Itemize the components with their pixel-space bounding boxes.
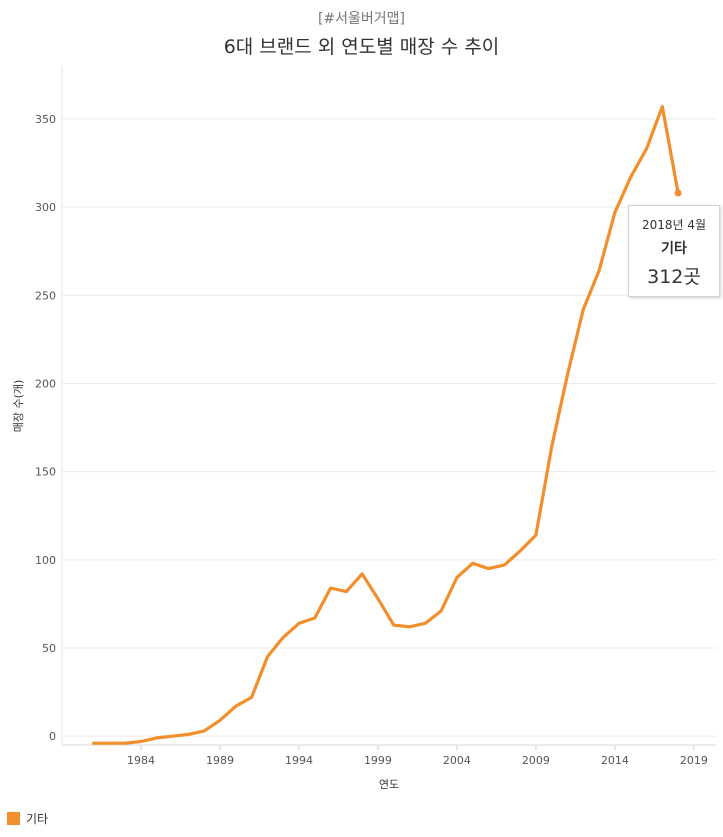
y-tick-label: 0	[49, 730, 56, 743]
x-tick: 2019	[680, 745, 708, 767]
tooltip-date: 2018년 4월	[641, 218, 707, 232]
highlighted-point[interactable]	[674, 189, 682, 197]
x-tick-label: 2014	[601, 754, 629, 767]
y-tick: 300	[35, 201, 56, 214]
x-tick: 2004	[443, 745, 471, 767]
y-tick-label: 100	[35, 554, 56, 567]
x-tick: 1999	[364, 745, 392, 767]
x-tick: 2009	[522, 745, 550, 767]
y-tick-label: 350	[35, 113, 56, 126]
tooltip-value: 312곳	[647, 266, 701, 288]
x-tick: 1989	[206, 745, 234, 767]
gridlines	[62, 118, 716, 737]
series-layer	[91, 104, 682, 745]
x-tick: 1984	[127, 745, 155, 767]
y-tick: 50	[42, 642, 56, 655]
x-tick-label: 2004	[443, 754, 471, 767]
x-tick-label: 2019	[680, 754, 708, 767]
legend-swatch	[7, 812, 20, 825]
tooltip-series: 기타	[661, 241, 687, 257]
series-line	[91, 104, 680, 745]
x-axis-title: 연도	[379, 778, 399, 791]
y-tick-label: 150	[35, 466, 56, 479]
y-tick-label: 200	[35, 377, 56, 390]
x-tick-label: 1999	[364, 754, 392, 767]
y-tick-label: 50	[42, 642, 56, 655]
y-tick: 200	[35, 377, 56, 390]
x-tick: 2014	[601, 745, 629, 767]
y-tick-label: 250	[35, 289, 56, 302]
data-tooltip: 2018년 4월 기타 312곳	[628, 205, 720, 297]
x-tick: 1994	[285, 745, 313, 767]
y-tick: 0	[49, 730, 56, 743]
chart-supertitle: [#서울버거맵]	[317, 11, 406, 27]
x-axis-ticks: 1984 1989 1994 1999 2004 2009 2014 2019	[127, 745, 708, 767]
y-tick: 350	[35, 113, 56, 126]
x-tick-label: 2009	[522, 754, 550, 767]
x-tick-label: 1989	[206, 754, 234, 767]
x-tick-label: 1994	[285, 754, 313, 767]
y-axis-title: 매장 수(개)	[12, 380, 25, 433]
y-tick: 100	[35, 554, 56, 567]
legend-label: 기타	[26, 812, 49, 826]
chart-title: 6대 브랜드 외 연도별 매장 수 추이	[223, 36, 500, 58]
y-tick-label: 300	[35, 201, 56, 214]
legend: 기타	[7, 810, 48, 827]
y-axis-ticks: 0 50 100 150 200 250 300 350	[35, 113, 56, 743]
y-tick: 150	[35, 466, 56, 479]
y-tick: 250	[35, 289, 56, 302]
x-tick-label: 1984	[127, 754, 155, 767]
